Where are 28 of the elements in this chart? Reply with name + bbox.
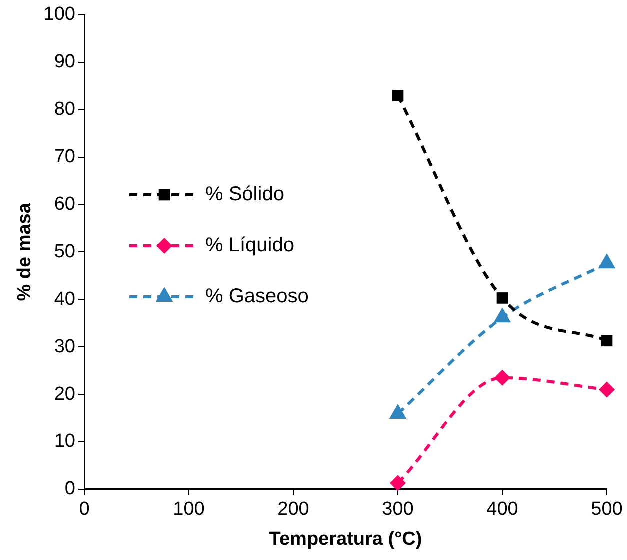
legend-label: % Gaseoso [206, 286, 309, 308]
x-axis-title: Temperatura (°C) [269, 528, 422, 550]
x-tick-label: 300 [382, 499, 414, 520]
y-axis-title: % de masa [14, 202, 36, 302]
x-tick-label: 100 [173, 499, 205, 520]
point [599, 382, 615, 398]
legend-label: % Líquido [206, 234, 294, 257]
y-tick-label: 50 [54, 241, 76, 262]
point [494, 370, 510, 386]
point [601, 335, 613, 347]
x-tick-label: 200 [278, 499, 310, 520]
y-tick-label: 30 [54, 336, 76, 358]
legend-label: % Sólido [206, 184, 284, 206]
y-tick-label: 20 [54, 384, 76, 405]
x-tick-label: 500 [591, 499, 623, 520]
y-tick-label: 100 [44, 4, 76, 26]
y-tick-label: 0 [64, 478, 76, 500]
point [390, 475, 406, 492]
y-tick-label: 70 [54, 146, 76, 168]
y-tick-label: 10 [54, 431, 76, 452]
y-tick-label: 40 [54, 288, 76, 310]
y-tick-label: 80 [54, 99, 76, 120]
point [496, 292, 508, 304]
point [392, 90, 404, 102]
x-tick-label: 400 [486, 499, 518, 520]
y-tick-label: 90 [54, 52, 76, 73]
y-tick-label: 60 [54, 194, 76, 215]
x-tick-label: 0 [79, 499, 90, 520]
